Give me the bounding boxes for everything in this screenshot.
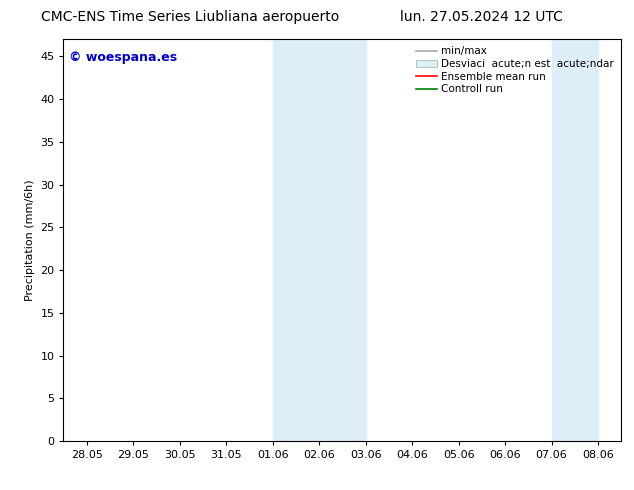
- Bar: [552, 39, 598, 441]
- Text: lun. 27.05.2024 12 UTC: lun. 27.05.2024 12 UTC: [401, 10, 563, 24]
- Legend: min/max, Desviaci  acute;n est  acute;ndar, Ensemble mean run, Controll run: min/max, Desviaci acute;n est acute;ndar…: [414, 45, 616, 97]
- Text: CMC-ENS Time Series Liubliana aeropuerto: CMC-ENS Time Series Liubliana aeropuerto: [41, 10, 339, 24]
- Y-axis label: Precipitation (mm/6h): Precipitation (mm/6h): [25, 179, 35, 301]
- Text: © woespana.es: © woespana.es: [69, 51, 177, 64]
- Bar: [273, 39, 366, 441]
